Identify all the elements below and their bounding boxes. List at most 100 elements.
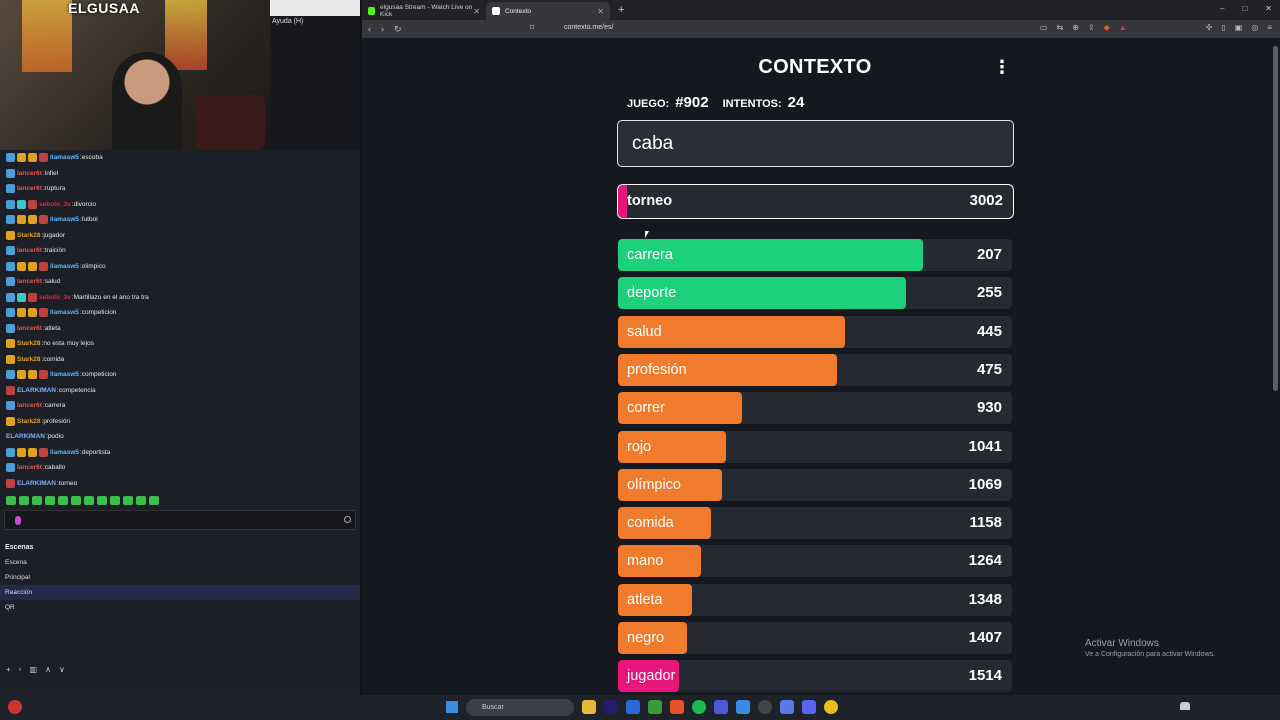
browser-tab[interactable]: elgusaa Stream - Watch Live on Kick ✕ <box>362 2 486 20</box>
file-explorer-icon[interactable] <box>582 700 596 714</box>
bookmark-icon[interactable]: ⌑ <box>530 23 535 32</box>
obs-icon[interactable] <box>758 700 772 714</box>
spotify-icon[interactable] <box>692 700 706 714</box>
badge-icon <box>6 323 15 333</box>
vpn-icon[interactable]: ◎ <box>1251 23 1259 32</box>
badge-icon <box>6 463 15 473</box>
chat-username[interactable]: lancer6t <box>17 169 42 177</box>
discord-icon[interactable] <box>802 700 816 714</box>
back-icon[interactable]: ‹ <box>368 23 371 34</box>
emote-icon[interactable] <box>123 496 133 505</box>
taskbar-search[interactable]: Buscar <box>466 699 574 716</box>
minimize-icon[interactable]: – <box>1220 4 1225 13</box>
windows-start-icon[interactable] <box>446 701 458 713</box>
app-icon[interactable] <box>780 700 794 714</box>
emote-bar[interactable] <box>6 496 159 505</box>
chat-username[interactable]: lancer6t <box>17 464 42 472</box>
app-icon[interactable] <box>736 700 750 714</box>
emote-icon[interactable] <box>110 496 120 505</box>
chat-username[interactable]: lancer6t <box>17 324 42 332</box>
brave-shield-icon[interactable]: ◆ <box>1103 23 1110 32</box>
chat-username[interactable]: Stark28 <box>17 355 41 363</box>
chat-username[interactable]: llamasw5 <box>50 309 79 317</box>
chat-username[interactable]: lancer6t <box>17 278 42 286</box>
brave-icon[interactable] <box>670 700 684 714</box>
extensions-icon[interactable]: ✣ <box>1205 23 1213 32</box>
tab-label: Contexto <box>505 7 532 15</box>
chat-username[interactable]: sebolo_3v <box>39 293 71 301</box>
zoom-icon[interactable]: ⊕ <box>1072 23 1079 32</box>
maximize-icon[interactable]: □ <box>1242 4 1248 13</box>
watermark-line1: Activar Windows <box>1085 638 1159 649</box>
delete-icon[interactable]: ▫ <box>18 665 22 674</box>
help-menu[interactable]: Ayuda (H) <box>272 18 304 25</box>
scene-item[interactable]: QR <box>5 604 15 611</box>
pinned-app-icon[interactable] <box>8 700 22 714</box>
emote-icon[interactable] <box>136 496 146 505</box>
forward-icon[interactable]: › <box>381 23 384 34</box>
emote-icon[interactable] <box>97 496 107 505</box>
move-down-icon[interactable]: ∨ <box>58 665 65 674</box>
chat-username[interactable]: llamasw5 <box>50 448 79 456</box>
chat-input[interactable] <box>4 510 356 530</box>
rewards-icon[interactable]: ▲ <box>1118 23 1127 32</box>
badge-icon <box>17 261 26 271</box>
share-icon[interactable]: ⇪ <box>1087 23 1095 32</box>
settings-icon[interactable] <box>344 516 351 523</box>
reader-icon[interactable]: ▭ <box>1039 23 1048 32</box>
emote-icon[interactable] <box>45 496 55 505</box>
emote-icon[interactable] <box>19 496 29 505</box>
chat-username[interactable]: ELARKIMAN <box>17 479 56 487</box>
chat-username[interactable]: ELARKIMAN <box>17 386 56 394</box>
chat-username[interactable]: Stark28 <box>17 231 41 239</box>
emote-icon[interactable] <box>6 496 16 505</box>
scrollbar[interactable] <box>1273 46 1278 391</box>
close-window-icon[interactable]: ✕ <box>1265 4 1272 13</box>
browser-tab[interactable]: Contexto ✕ <box>486 2 610 20</box>
tray-icon[interactable] <box>1180 702 1190 710</box>
translate-icon[interactable]: ⇆ <box>1056 23 1064 32</box>
filter-icon[interactable]: ▥ <box>29 665 38 674</box>
wallet-icon[interactable]: ▣ <box>1234 23 1243 32</box>
emote-icon[interactable] <box>84 496 94 505</box>
menu-icon[interactable]: ≡ <box>1267 23 1272 32</box>
close-tab-icon[interactable]: ✕ <box>597 6 604 16</box>
guess-input[interactable] <box>617 120 1014 167</box>
chrome-icon[interactable] <box>824 700 838 714</box>
sidebar-icon[interactable]: ▯ <box>1221 23 1226 32</box>
chat-username[interactable]: Stark28 <box>17 417 41 425</box>
chat-username[interactable]: llamasw5 <box>50 262 79 270</box>
more-options-icon[interactable]: ⋮ <box>993 57 1011 77</box>
guess-distance: 445 <box>976 322 1002 340</box>
scene-item[interactable]: Escena <box>5 559 27 566</box>
chat-username[interactable]: lancer6t <box>17 185 42 193</box>
chat-username[interactable]: lancer6t <box>17 402 42 410</box>
microphone-icon[interactable] <box>15 516 21 525</box>
scene-item[interactable]: Principal <box>5 574 30 581</box>
close-tab-icon[interactable]: ✕ <box>473 6 480 16</box>
url-field[interactable]: contexto.me/es/ <box>564 24 614 31</box>
xbox-icon[interactable] <box>648 700 662 714</box>
chat-username[interactable]: llamasw5 <box>50 216 79 224</box>
emote-icon[interactable] <box>71 496 81 505</box>
app-icon[interactable] <box>714 700 728 714</box>
scene-item[interactable]: Reacción <box>0 585 360 600</box>
new-tab-button[interactable]: + <box>618 4 625 16</box>
add-icon[interactable]: + <box>6 665 11 674</box>
chat-username[interactable]: llamasw5 <box>50 154 79 162</box>
chat-username[interactable]: sebolo_3v <box>39 200 71 208</box>
emote-icon[interactable] <box>32 496 42 505</box>
chat-username[interactable]: llamasw5 <box>50 371 79 379</box>
browser-toolbar: ▭ ⇆ ⊕ ⇪ ◆ ▲ ✣ ▯ ▣ ◎ ≡ <box>1040 23 1272 32</box>
emote-icon[interactable] <box>149 496 159 505</box>
badge-icon <box>6 199 15 209</box>
store-icon[interactable] <box>626 700 640 714</box>
move-up-icon[interactable]: ∧ <box>45 665 51 674</box>
chat-username[interactable]: lancer6t <box>17 247 42 255</box>
similarity-bar <box>618 430 726 463</box>
chat-username[interactable]: Stark28 <box>17 340 41 348</box>
chat-username[interactable]: ELARKIMAN <box>6 433 45 441</box>
premiere-icon[interactable] <box>604 700 618 714</box>
reload-icon[interactable]: ↻ <box>394 23 402 34</box>
emote-icon[interactable] <box>58 496 68 505</box>
